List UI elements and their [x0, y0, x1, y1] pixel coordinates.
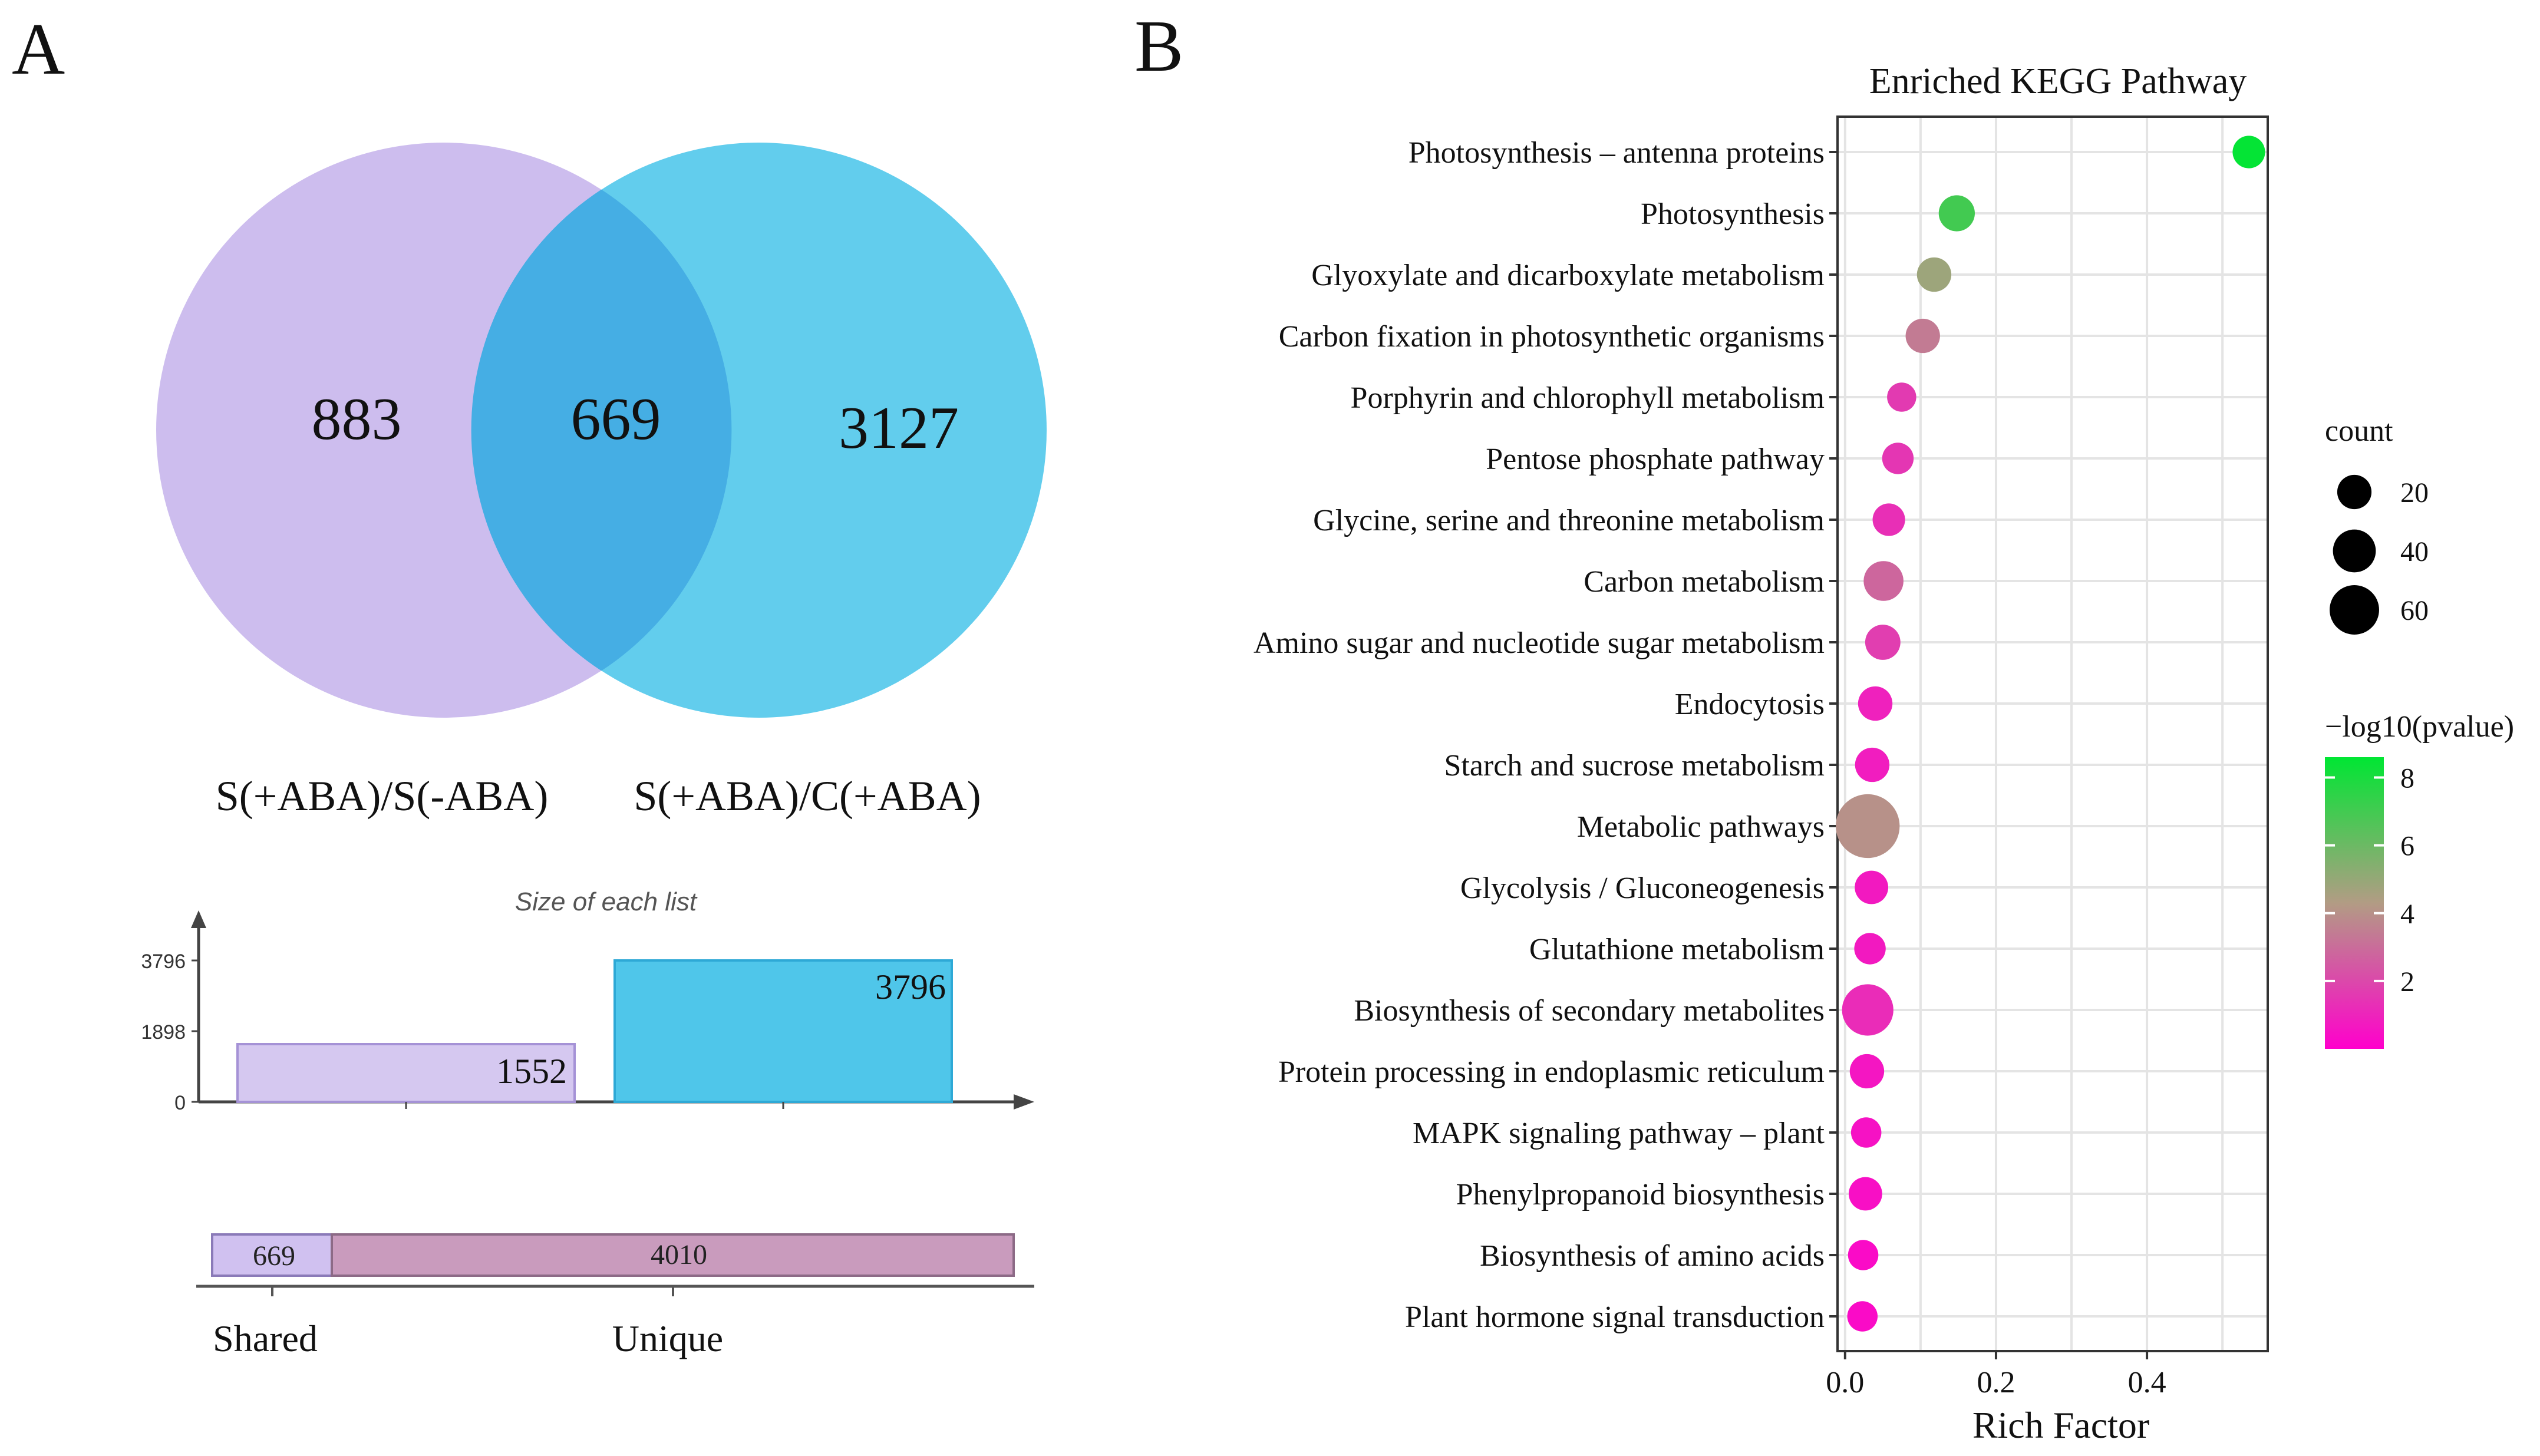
size-bar-set2 [613, 959, 953, 1103]
kegg-pathway-label: Biosynthesis of secondary metabolites [1354, 994, 1825, 1028]
kegg-y-ticks [1829, 151, 1838, 1318]
kegg-pathway-label: Pentose phosphate pathway [1486, 443, 1825, 476]
kegg-pathway-label: Glycine, serine and threonine metabolism [1313, 504, 1825, 537]
kegg-pathway-label: Starch and sucrose metabolism [1444, 749, 1825, 783]
kegg-pathway-label: Glycolysis / Gluconeogenesis [1460, 871, 1825, 905]
shared-unique-bar: 669 4010 Shared Unique [196, 1233, 1034, 1359]
kegg-point [1916, 257, 1952, 292]
kegg-point [1848, 1240, 1879, 1270]
kegg-point [1938, 195, 1975, 232]
count-legend: count 20 40 60 [2325, 414, 2429, 635]
kegg-xtick-label: 0.4 [2128, 1366, 2166, 1399]
kegg-plot-panel [1836, 115, 2269, 1352]
kegg-point [1887, 382, 1916, 412]
kegg-pathway-label: Glutathione metabolism [1529, 933, 1825, 966]
kegg-point [1905, 318, 1940, 354]
kegg-point [1848, 1177, 1882, 1211]
count-legend-label: 40 [2400, 536, 2429, 567]
venn-overlap-count: 669 [571, 386, 661, 453]
kegg-point [1849, 1054, 1885, 1089]
kegg-pathway-labels: Photosynthesis – antenna proteins Photosy… [1253, 136, 1825, 1334]
size-bar-set1-value: 1552 [496, 1052, 567, 1091]
kegg-point [1836, 794, 1900, 859]
kegg-pathway-label: Photosynthesis – antenna proteins [1408, 136, 1825, 170]
size-chart-title: Size of each list [515, 887, 698, 916]
pvalue-colorbar [2325, 757, 2384, 1049]
panel-a: A 883 669 3127 S(+ABA)/S(-ABA) S(+ABA)/C… [12, 9, 1047, 1359]
kegg-pathway-label: Metabolic pathways [1577, 810, 1825, 844]
kegg-pathway-label: Phenylpropanoid biosynthesis [1456, 1178, 1825, 1211]
venn-diagram: 883 669 3127 S(+ABA)/S(-ABA) S(+ABA)/C(+… [156, 143, 1047, 820]
pvalue-tick-label: 4 [2400, 899, 2414, 930]
kegg-pathway-label: Plant hormone signal transduction [1405, 1300, 1825, 1334]
kegg-pathway-label: Endocytosis [1675, 688, 1825, 721]
kegg-chart-title: Enriched KEGG Pathway [1869, 61, 2247, 101]
shared-segment-value: 669 [253, 1240, 295, 1272]
venn-set2-label: S(+ABA)/C(+ABA) [634, 772, 981, 820]
size-chart-x-arrow [1014, 1094, 1034, 1110]
pvalue-legend: −log10(pvalue) 2 4 6 8 [2325, 710, 2514, 1049]
size-ytick-label: 3796 [141, 950, 186, 973]
kegg-pathway-label: Photosynthesis [1641, 197, 1825, 231]
panel-a-label: A [12, 9, 65, 90]
venn-overlap [471, 189, 732, 671]
size-chart-yticks: 0 1898 3796 [141, 950, 199, 1114]
kegg-point [1855, 870, 1889, 904]
count-legend-items: 20 40 60 [2330, 474, 2429, 635]
kegg-point [1855, 747, 1890, 783]
kegg-x-axis-title: Rich Factor [1972, 1404, 2149, 1446]
size-bar-chart: Size of each list 0 1898 3796 1552 3796 [141, 887, 1034, 1114]
kegg-bubble-chart: Enriched KEGG Pathway Photosynthesis – a… [1253, 61, 2514, 1446]
pvalue-legend-ticks: 2 4 6 8 [2325, 763, 2414, 998]
venn-set2-unique-count: 3127 [839, 395, 959, 461]
kegg-pathway-label: MAPK signaling pathway – plant [1413, 1117, 1825, 1150]
size-bar-set2-value: 3796 [875, 968, 946, 1006]
size-ytick-label: 1898 [141, 1021, 186, 1044]
unique-segment-value: 4010 [651, 1239, 707, 1270]
kegg-point [1850, 1117, 1882, 1148]
size-chart-y-arrow [191, 910, 206, 928]
kegg-pathway-label: Porphyrin and chlorophyll metabolism [1351, 381, 1825, 415]
kegg-pathway-label: Carbon metabolism [1584, 565, 1825, 599]
kegg-xtick-label: 0.2 [1977, 1366, 2015, 1399]
kegg-point [1858, 686, 1893, 721]
venn-set1-unique-count: 883 [312, 386, 402, 453]
unique-segment [331, 1233, 1015, 1277]
kegg-point [1854, 933, 1886, 965]
kegg-point [2232, 136, 2265, 169]
pvalue-tick-label: 2 [2400, 966, 2414, 998]
count-legend-label: 20 [2400, 477, 2429, 509]
pvalue-legend-title: −log10(pvalue) [2325, 710, 2514, 744]
size-bar-set1 [236, 1043, 576, 1103]
panel-b: B Enriched KEGG Pathway Photosynthesis –… [1134, 6, 2514, 1446]
venn-set1-label: S(+ABA)/S(-ABA) [216, 772, 549, 820]
shared-segment [211, 1233, 333, 1277]
kegg-point [1842, 984, 1894, 1036]
count-legend-label: 60 [2400, 595, 2429, 626]
pvalue-tick-label: 8 [2400, 763, 2414, 794]
kegg-points [1836, 136, 2265, 1332]
kegg-pathway-label: Biosynthesis of amino acids [1480, 1239, 1825, 1273]
kegg-pathway-label: Carbon fixation in photosynthetic organi… [1279, 320, 1825, 354]
kegg-point [1865, 625, 1901, 660]
kegg-point [1863, 561, 1904, 601]
kegg-pathway-label: Glyoxylate and dicarboxylate metabolism [1311, 259, 1825, 292]
kegg-point [1882, 443, 1914, 474]
count-legend-title: count [2325, 414, 2393, 448]
panel-b-label: B [1134, 6, 1183, 87]
kegg-pathway-label: Amino sugar and nucleotide sugar metabol… [1253, 626, 1825, 660]
kegg-pathway-label: Protein processing in endoplasmic reticu… [1278, 1055, 1825, 1089]
kegg-x-ticks: 0.0 0.2 0.4 [1826, 1351, 2166, 1399]
unique-label: Unique [612, 1318, 723, 1359]
count-legend-dot [2333, 529, 2376, 573]
kegg-point [1847, 1301, 1878, 1332]
size-ytick-label: 0 [174, 1092, 186, 1114]
shared-label: Shared [213, 1318, 318, 1359]
count-legend-dot [2330, 585, 2379, 635]
kegg-point [1872, 503, 1905, 536]
pvalue-tick-label: 6 [2400, 831, 2414, 862]
kegg-xtick-label: 0.0 [1826, 1366, 1864, 1399]
count-legend-dot [2337, 474, 2372, 510]
